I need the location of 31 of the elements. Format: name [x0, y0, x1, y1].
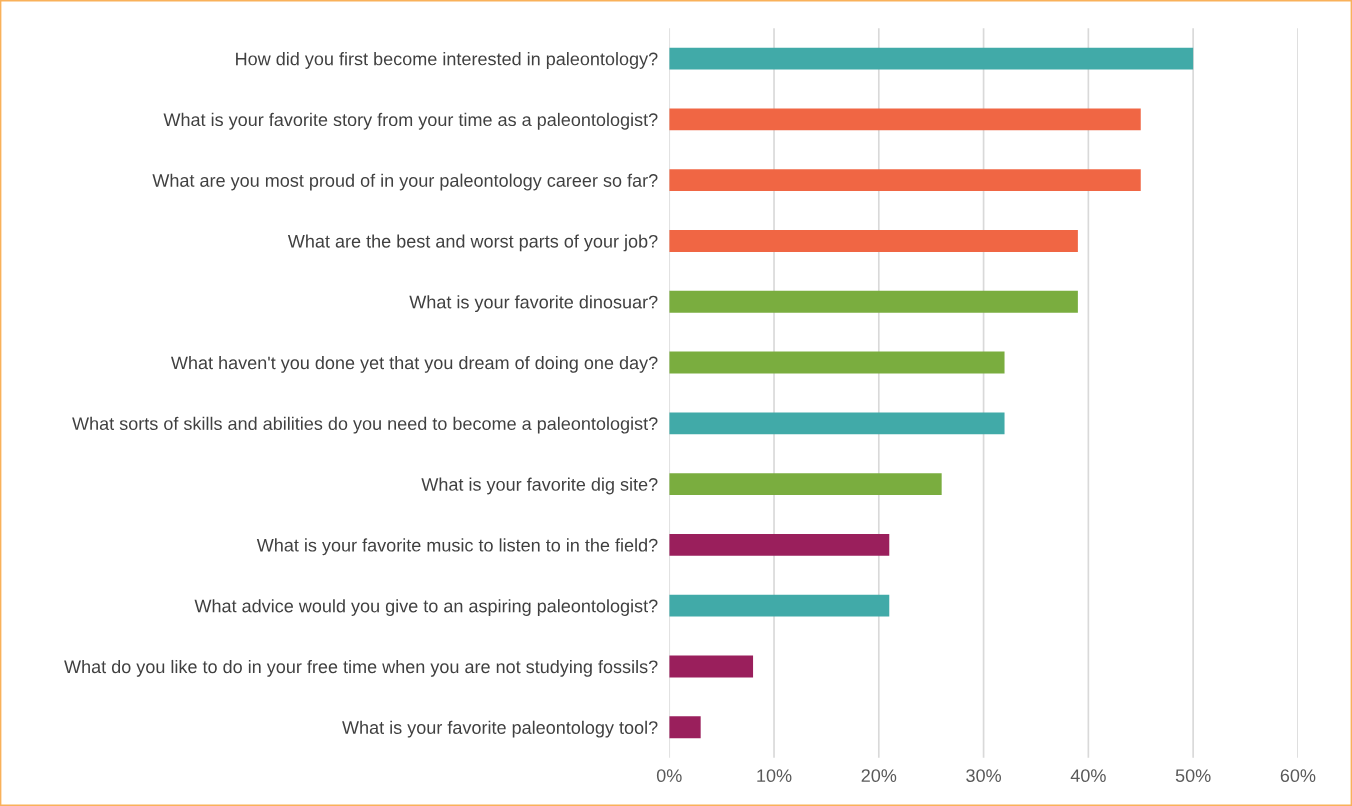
- bar: [669, 594, 890, 617]
- y-tick-label: What do you like to do in your free time when you are not studying fossils?: [64, 659, 658, 677]
- bar: [669, 230, 1078, 252]
- x-tick-label: 10%: [757, 769, 792, 783]
- bar: [669, 47, 1194, 70]
- y-tick-label: What advice would you give to an aspiring paleontologist?: [194, 599, 658, 616]
- y-tick-label: What haven't you done yet that you dream of doing one day?: [170, 355, 658, 373]
- y-tick-label: What is your favorite dig site?: [421, 477, 658, 495]
- bar: [669, 108, 1141, 131]
- y-tick-label: What is your favorite dinosuar?: [409, 295, 658, 313]
- y-tick-label: What is your favorite music to listen to in the field?: [256, 538, 658, 556]
- y-tick-label: What is your favorite story from your time as a paleontologist?: [163, 112, 658, 130]
- y-tick-label: How did you first become interested in paleontology?: [236, 52, 658, 69]
- bar: [669, 169, 1141, 192]
- bar: [669, 473, 942, 496]
- bar: [669, 533, 890, 556]
- bar: [669, 716, 701, 739]
- bar: [669, 412, 1005, 435]
- x-tick-label: 20%: [861, 769, 897, 783]
- y-tick-label: What sorts of skills and abilities do you need to become a paleontologist?: [72, 416, 658, 434]
- bar: [669, 655, 754, 678]
- x-tick-label: 40%: [1070, 769, 1106, 783]
- x-tick-label: 50%: [1175, 769, 1211, 783]
- y-tick-label: What are the best and worst parts of your job?: [287, 234, 658, 252]
- y-tick-label: What are you most proud of in your paleontology career so far?: [152, 173, 658, 191]
- bar: [669, 290, 1078, 313]
- x-tick-label: 60%: [1280, 769, 1316, 783]
- bar: [669, 351, 1005, 374]
- y-tick-label: What is your favorite paleontology tool?: [342, 720, 658, 738]
- x-tick-label: 0%: [656, 769, 682, 783]
- x-tick-label: 30%: [966, 769, 1002, 783]
